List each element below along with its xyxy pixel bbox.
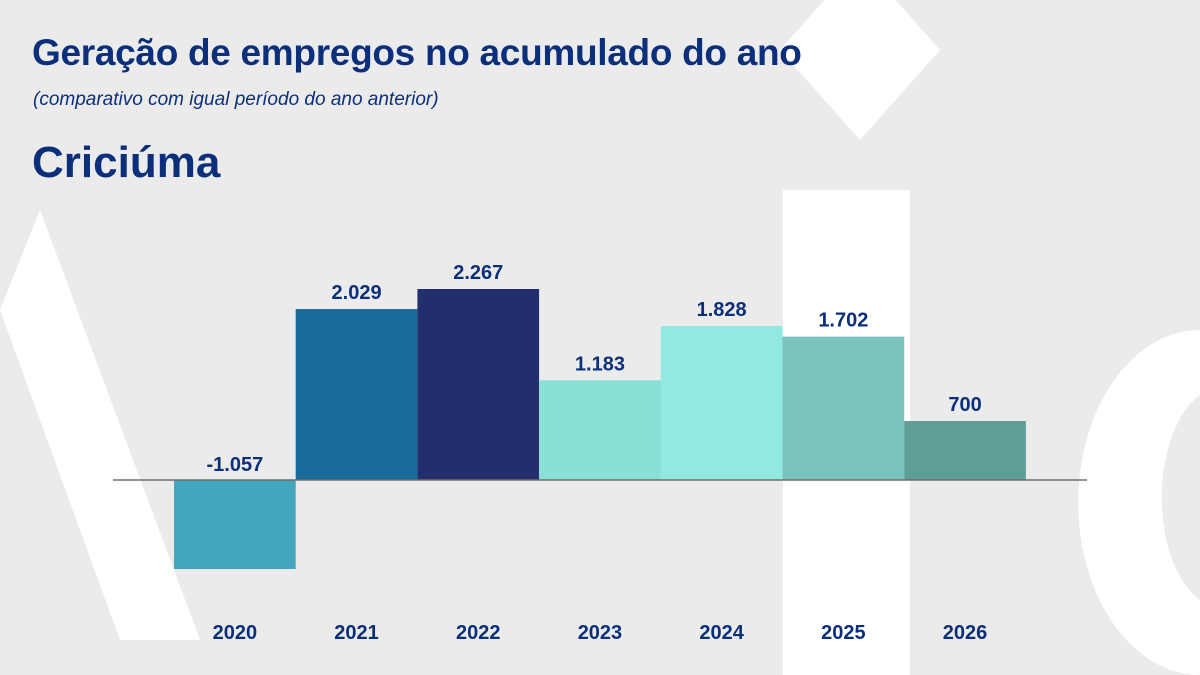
x-tick-label-2020: 2020 [213, 622, 258, 644]
bar-2023 [539, 380, 661, 480]
data-label-2020: -1.057 [206, 454, 263, 476]
data-label-2021: 2.029 [332, 282, 382, 304]
x-tick-label-2025: 2025 [821, 622, 866, 644]
data-label-2024: 1.828 [697, 299, 747, 321]
data-label-2022: 2.267 [453, 262, 503, 284]
bar-2026 [904, 421, 1026, 480]
bar-2020 [174, 480, 296, 570]
chart-subtitle: (comparativo com igual período do ano an… [33, 89, 439, 110]
bar-2024 [660, 325, 783, 480]
x-tick-label-2022: 2022 [456, 622, 501, 644]
x-tick-label-2026: 2026 [943, 622, 988, 644]
x-tick-label-2021: 2021 [334, 622, 379, 644]
bar-2021 [295, 309, 418, 480]
bar-2022 [417, 289, 540, 480]
data-label-2026: 700 [948, 394, 981, 416]
city-name: Criciúma [32, 138, 221, 187]
chart-title: Geração de empregos no acumulado do ano [32, 32, 802, 73]
bar-2025 [782, 336, 905, 480]
x-tick-label-2023: 2023 [578, 622, 623, 644]
data-label-2023: 1.183 [575, 353, 625, 375]
data-label-2025: 1.702 [818, 310, 868, 332]
x-tick-label-2024: 2024 [699, 622, 744, 644]
